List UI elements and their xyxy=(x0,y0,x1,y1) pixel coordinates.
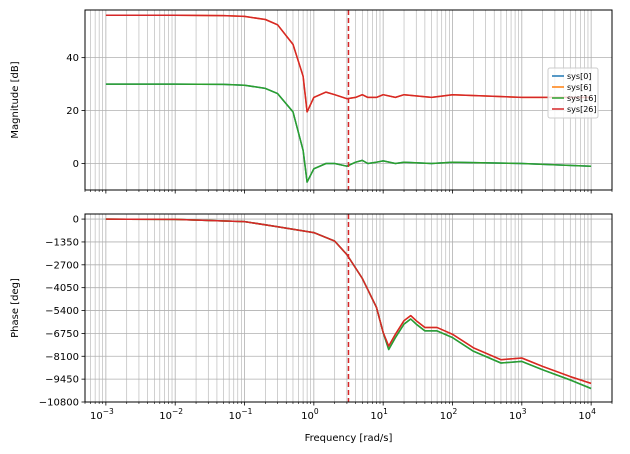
x-tick-label: 10−1 xyxy=(229,407,253,422)
series-line-sys16 xyxy=(105,83,592,183)
y-tick-label: 20 xyxy=(66,106,79,117)
legend-label: sys[6] xyxy=(567,83,591,92)
magnitude-axes-frame xyxy=(84,9,613,191)
y-tick-label: −10800 xyxy=(39,398,79,409)
y-tick-label: −1350 xyxy=(45,237,79,248)
magnitude-series-lines xyxy=(105,14,592,183)
y-tick-label: 0 xyxy=(73,215,79,226)
magnitude-y-axis-label: Magnitude [dB] xyxy=(10,61,21,138)
x-tick-label: 101 xyxy=(370,407,388,422)
y-tick-label: −9450 xyxy=(45,375,79,386)
y-tick-label: 40 xyxy=(66,53,79,64)
legend-items: sys[0] sys[6] sys[16] sys[26] xyxy=(552,72,597,114)
phase-y-axis-label: Phase [deg] xyxy=(10,278,21,338)
legend-label: sys[16] xyxy=(567,94,597,103)
series-line-sys26 xyxy=(105,218,592,385)
y-tick-label: −6750 xyxy=(45,329,79,340)
x-tick-label: 103 xyxy=(509,407,527,422)
phase-y-ticks: 0 −1350 −2700 −4050 −5400 −6750 −8100 −9450 −108… xyxy=(39,215,85,409)
x-tick-label: 10−2 xyxy=(159,407,183,422)
magnitude-x-ticks xyxy=(84,190,613,194)
y-tick-label: −8100 xyxy=(45,352,79,363)
x-tick-label: 100 xyxy=(301,407,319,422)
legend-label: sys[0] xyxy=(567,72,591,81)
x-tick-label: 104 xyxy=(578,407,596,422)
y-tick-label: −4050 xyxy=(45,283,79,294)
phase-x-ticks: 10−3 10−2 10−1 100 101 102 103 104 xyxy=(84,402,613,422)
phase-axes-frame xyxy=(84,213,613,403)
phase-x-axis-label: Frequency [rad/s] xyxy=(305,433,393,444)
series-line-sys26 xyxy=(105,14,592,113)
magnitude-panel: 0 20 40 Magnitude [dB] sys[0] sys[6] sys[16]… xyxy=(10,9,613,194)
legend-box xyxy=(547,67,599,119)
legend: sys[0] sys[6] sys[16] sys[26] xyxy=(547,67,599,119)
phase-panel: 0 −1350 −2700 −4050 −5400 −6750 −8100 −9450 −108… xyxy=(10,213,613,444)
x-tick-label: 102 xyxy=(440,407,458,422)
legend-label: sys[26] xyxy=(567,105,597,114)
y-tick-label: −2700 xyxy=(45,260,79,271)
y-tick-label: 0 xyxy=(73,159,79,170)
phase-series-lines xyxy=(105,218,592,390)
magnitude-grid xyxy=(84,10,613,190)
y-tick-label: −5400 xyxy=(45,306,79,317)
magnitude-y-ticks: 0 20 40 xyxy=(66,53,85,170)
x-tick-label: 10−3 xyxy=(90,407,114,422)
